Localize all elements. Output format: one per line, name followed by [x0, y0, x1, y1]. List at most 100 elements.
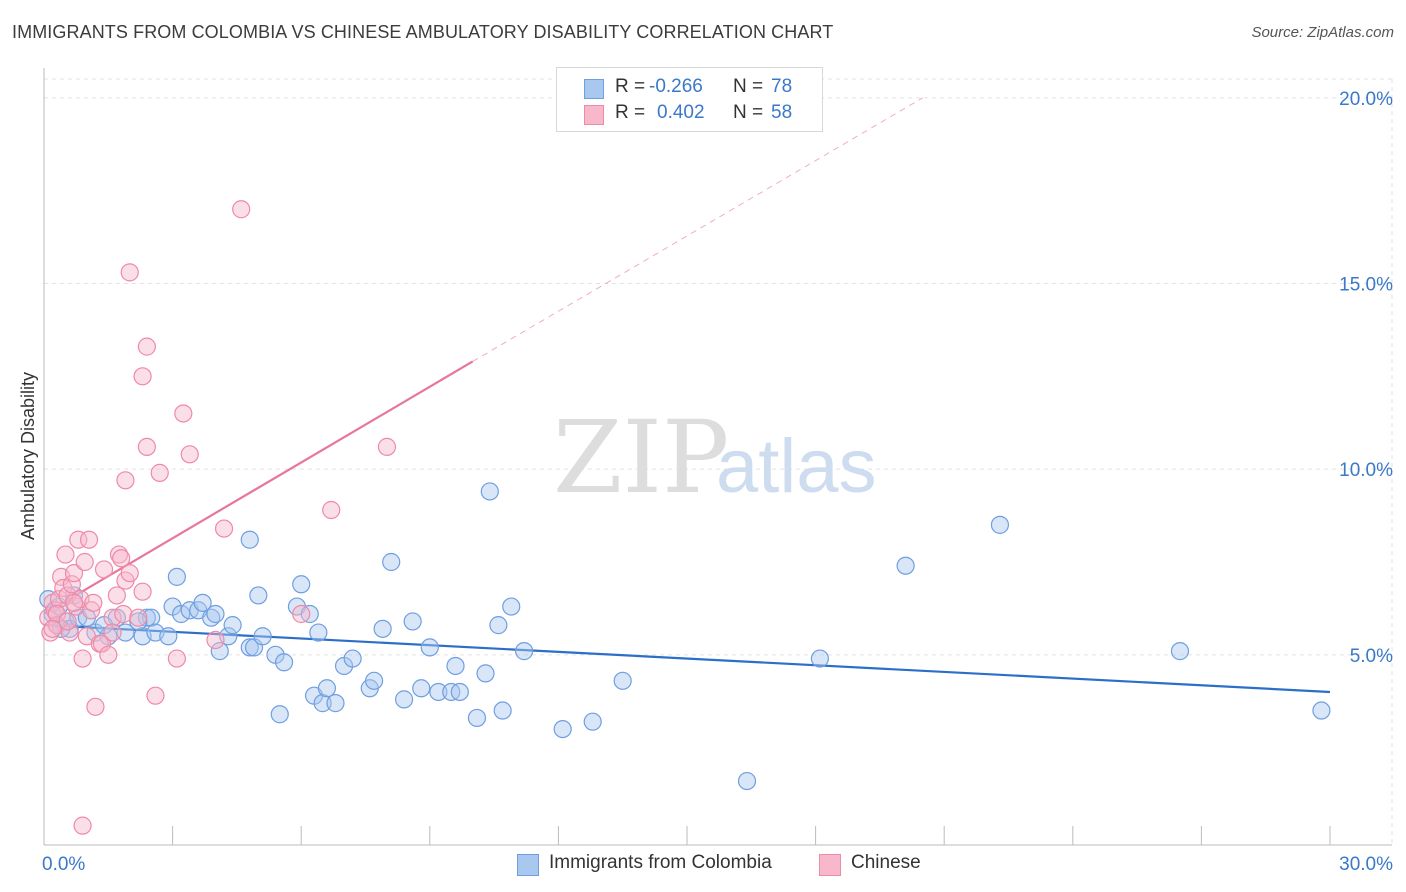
trend-line-colombia: [43, 624, 1331, 694]
point-chinese: [62, 575, 81, 594]
point-colombia: [317, 679, 337, 698]
legend-r-value: 0.402: [657, 102, 705, 123]
legend-swatch-colombia: [584, 79, 604, 99]
legend-n-label: N =: [733, 76, 764, 97]
chart-source: Source: ZipAtlas.com: [1251, 24, 1394, 41]
bottom-legend-label-colombia: Immigrants from Colombia: [549, 852, 772, 873]
point-colombia: [373, 619, 392, 638]
point-colombia: [502, 597, 521, 616]
tick-labels: 5.0% 10.0% 15.0% 20.0% 0.0% 30.0%: [42, 89, 1393, 875]
point-chinese: [167, 649, 186, 668]
point-chinese: [94, 560, 114, 579]
point-colombia: [480, 482, 499, 501]
legend-swatch-chinese: [584, 105, 604, 125]
point-chinese: [58, 612, 77, 631]
point-chinese: [133, 582, 152, 601]
point-chinese: [73, 649, 92, 668]
point-chinese: [69, 530, 88, 549]
trend-lines: [43, 97, 1331, 694]
point-chinese: [137, 437, 156, 456]
point-chinese: [377, 437, 397, 456]
point-colombia: [403, 612, 422, 631]
y-axis-label: Ambulatory Disability: [18, 372, 38, 540]
bottom-legend-swatch-chinese: [819, 854, 841, 876]
point-colombia: [292, 575, 311, 594]
point-chinese: [214, 519, 234, 538]
point-chinese: [56, 545, 75, 564]
point-chinese: [150, 463, 169, 482]
point-chinese: [120, 564, 139, 583]
point-colombia: [1170, 642, 1190, 661]
watermark-atlas: atlas: [716, 424, 877, 509]
data-points: [39, 200, 1331, 835]
point-chinese: [82, 601, 101, 620]
y-tick-label: 10.0%: [1339, 460, 1393, 481]
point-chinese: [133, 367, 152, 386]
x-tick-label: 0.0%: [42, 854, 85, 875]
y-tick-label: 20.0%: [1339, 89, 1393, 110]
point-chinese: [137, 337, 156, 356]
point-colombia: [223, 616, 242, 635]
point-colombia: [493, 701, 512, 720]
point-colombia: [515, 642, 534, 661]
point-colombia: [1312, 701, 1331, 720]
point-colombia: [382, 552, 401, 572]
legend-r-label: R =: [615, 76, 646, 97]
point-chinese: [206, 630, 225, 650]
point-colombia: [309, 623, 328, 642]
point-chinese: [107, 586, 126, 605]
point-colombia: [467, 708, 487, 728]
point-colombia: [210, 642, 229, 661]
legend-n-value: 78: [771, 76, 793, 97]
point-chinese: [73, 816, 92, 835]
point-chinese: [114, 604, 133, 624]
point-colombia: [412, 679, 431, 698]
point-chinese: [112, 549, 131, 568]
point-chinese: [99, 645, 118, 664]
x-tick-label: 30.0%: [1339, 854, 1393, 875]
correlation-legend: R = -0.266 N = 78 R = 0.402 N = 58: [556, 67, 823, 132]
point-colombia: [990, 515, 1010, 534]
watermark-zip: ZIP: [553, 399, 729, 516]
point-colombia: [240, 530, 259, 549]
point-chinese: [64, 593, 84, 612]
point-chinese: [79, 530, 99, 549]
point-chinese: [180, 445, 199, 464]
legend-r-label: R =: [615, 102, 646, 123]
point-chinese: [174, 404, 193, 423]
point-chinese: [129, 608, 148, 627]
point-chinese: [103, 608, 122, 627]
point-colombia: [274, 653, 294, 672]
point-colombia: [446, 656, 465, 676]
trend-extension-chinese: [472, 97, 924, 362]
point-colombia: [253, 627, 272, 646]
point-colombia: [489, 616, 508, 635]
point-colombia: [343, 649, 362, 668]
point-colombia: [429, 682, 448, 702]
point-colombia: [613, 671, 632, 690]
point-colombia: [583, 712, 602, 731]
point-chinese: [92, 634, 111, 653]
point-colombia: [737, 771, 757, 791]
point-chinese: [103, 623, 122, 642]
point-colombia: [193, 593, 212, 612]
point-chinese: [86, 697, 105, 716]
point-colombia: [313, 694, 332, 713]
axes: [43, 68, 1392, 846]
legend-n-label: N =: [733, 102, 764, 123]
point-colombia: [240, 638, 259, 657]
point-chinese: [84, 593, 103, 612]
point-colombia: [206, 604, 225, 624]
trend-line-chinese: [43, 360, 474, 615]
point-colombia: [249, 586, 268, 605]
bottom-legend-swatch-colombia: [517, 854, 539, 876]
point-chinese: [64, 564, 84, 583]
watermark: ZIP atlas: [553, 399, 877, 516]
point-chinese: [292, 604, 311, 624]
point-colombia: [270, 705, 289, 724]
point-colombia: [476, 664, 495, 683]
point-chinese: [120, 263, 139, 282]
point-chinese: [116, 471, 135, 490]
point-colombia: [364, 671, 384, 690]
